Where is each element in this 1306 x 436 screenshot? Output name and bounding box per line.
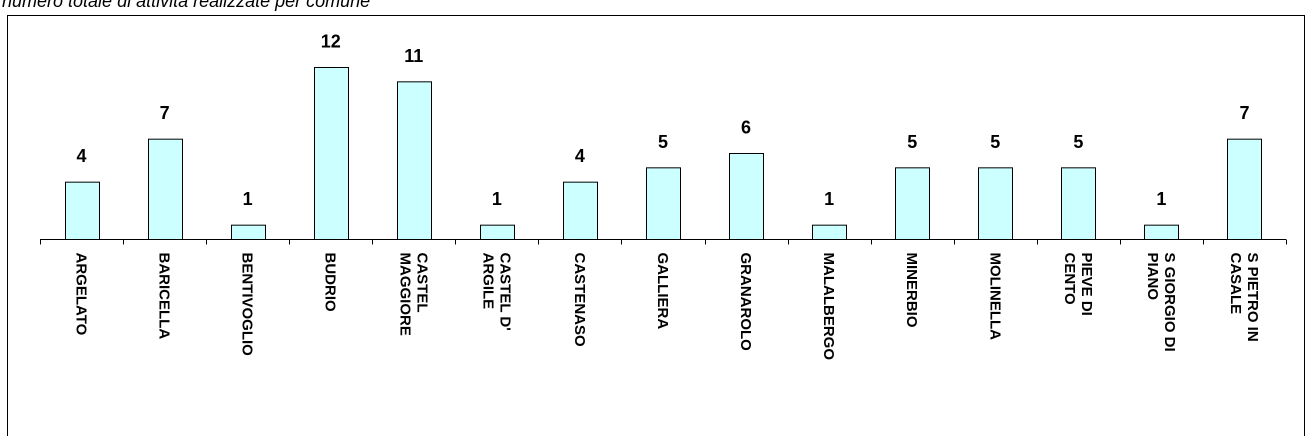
- category-label-bentivoglio: BENTIVOGLIO: [239, 253, 256, 357]
- category-label-castel-d-argile: CASTEL D'ARGILE: [479, 253, 513, 331]
- bar-molinella: [978, 167, 1013, 240]
- data-label-granarolo: 6: [741, 118, 751, 138]
- category-label-s-giorgio-di-piano: S GIORGIO DIPIANO: [1144, 253, 1178, 352]
- category-label-molinella: MOLINELLA: [986, 253, 1003, 341]
- category-label-minerbio: MINERBIO: [903, 253, 920, 328]
- category-label-galliera: GALLIERA: [654, 253, 671, 330]
- x-axis-ticks: [40, 239, 1287, 245]
- category-label-s-pietro-in-casale: S PIETRO INCASALE: [1227, 253, 1261, 342]
- category-label-argelato: ARGELATO: [73, 253, 90, 336]
- data-label-s-pietro-in-casale: 7: [1239, 103, 1249, 123]
- category-label-castenaso: CASTENASO: [571, 253, 588, 348]
- category-labels: ARGELATO BARICELLA BENTIVOGLIO BUDRIO CASTEL…: [73, 253, 1261, 361]
- data-label-molinella: 5: [990, 132, 1000, 152]
- data-label-argelato: 4: [77, 146, 87, 166]
- bar-s-pietro-in-casale: [1227, 138, 1262, 241]
- category-label-granarolo: GRANAROLO: [737, 253, 754, 352]
- data-label-minerbio: 5: [907, 132, 917, 152]
- bar-castenaso: [563, 181, 598, 241]
- bar-pieve-di-cento: [1061, 167, 1096, 240]
- category-label-castel-maggiore: CASTELMAGGIORE: [396, 253, 430, 336]
- bars-layer: [65, 67, 1262, 241]
- data-label-baricella: 7: [160, 103, 170, 123]
- bar-granarolo: [729, 153, 764, 240]
- bar-budrio: [314, 67, 349, 240]
- data-label-castenaso: 4: [575, 146, 585, 166]
- data-label-malalbergo: 1: [824, 189, 834, 209]
- category-label-pieve-di-cento: PIEVE DICENTO: [1061, 253, 1095, 316]
- bar-baricella: [148, 138, 183, 241]
- chart-caption: numero totale di attività realizzate per…: [2, 0, 371, 11]
- bar-malalbergo: [812, 224, 847, 241]
- data-label-budrio: 12: [321, 32, 341, 52]
- bar-castel-maggiore: [397, 81, 432, 241]
- category-label-malalbergo: MALALBERGO: [820, 253, 837, 361]
- data-label-galliera: 5: [658, 132, 668, 152]
- bar-minerbio: [895, 167, 930, 240]
- category-label-baricella: BARICELLA: [156, 253, 173, 340]
- bar-s-giorgio-di-piano: [1144, 224, 1179, 241]
- data-label-bentivoglio: 1: [243, 189, 253, 209]
- bar-castel-d-argile: [480, 224, 515, 241]
- data-label-pieve-di-cento: 5: [1073, 132, 1083, 152]
- data-label-s-giorgio-di-piano: 1: [1156, 189, 1166, 209]
- bar-bentivoglio: [231, 224, 266, 241]
- bar-galliera: [646, 167, 681, 240]
- chart-frame-border: [7, 15, 1305, 436]
- category-label-budrio: BUDRIO: [322, 253, 339, 312]
- bar-argelato: [65, 181, 100, 241]
- data-label-castel-d-argile: 1: [492, 189, 502, 209]
- data-label-castel-maggiore: 11: [404, 46, 423, 66]
